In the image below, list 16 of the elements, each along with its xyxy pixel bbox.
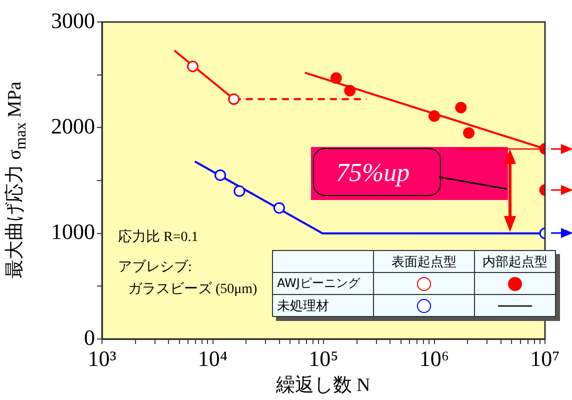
- annotation: ガラスビーズ (50μm): [128, 280, 258, 298]
- annotation: 表面起点型: [374, 250, 474, 272]
- x-axis-title: 繰返し数 N: [276, 374, 370, 398]
- annotation: アブレシブ:: [118, 258, 192, 276]
- annotation: 75%up: [336, 158, 410, 188]
- x-tick-label: 10⁶: [419, 346, 450, 371]
- annotation: 未処理材: [272, 294, 374, 316]
- x-tick-label: 10⁵: [308, 346, 338, 371]
- annotation: 内部起点型: [474, 250, 556, 272]
- annotation: AWJピーニング: [272, 272, 374, 294]
- y-tick-label: 3000: [51, 8, 95, 33]
- y-tick-label: 1000: [51, 219, 95, 244]
- annotation: 応力比 R=0.1: [118, 228, 198, 246]
- x-tick-label: 10⁴: [198, 346, 228, 371]
- y-tick-label: 2000: [51, 113, 95, 138]
- x-tick-label: 10⁷: [530, 346, 560, 371]
